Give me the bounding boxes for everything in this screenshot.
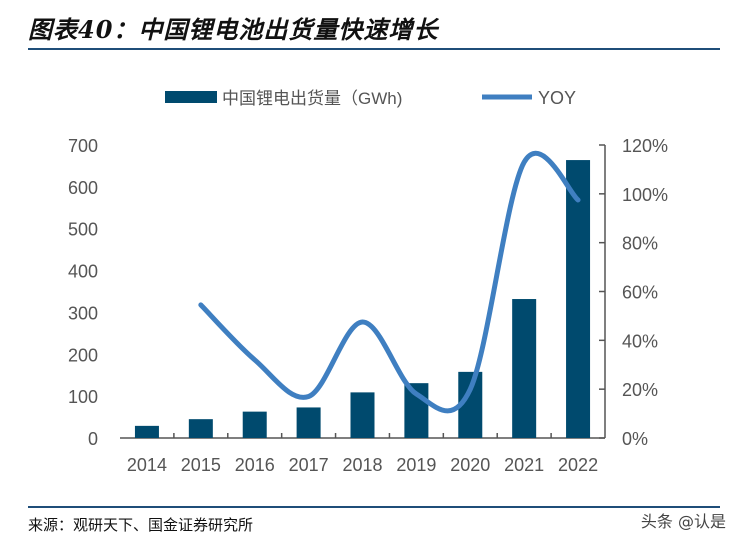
figure-title: 图表40：中国锂电池出货量快速增长 <box>28 15 439 44</box>
bar-2016 <box>242 411 267 438</box>
legend-bar-label: 中国锂电出货量（GWh) <box>222 89 402 108</box>
yoy-line <box>198 150 581 414</box>
left-tick-label: 200 <box>68 345 98 365</box>
x-tick-label: 2015 <box>181 455 221 475</box>
watermark: 头条 @认是 <box>640 512 726 531</box>
x-tick-label: 2014 <box>127 455 167 475</box>
left-tick-label: 600 <box>68 178 98 198</box>
bar-2018 <box>350 392 375 438</box>
chart: 0 100 200 300 400 500 600 700 0% 20% 40% 60% 80% 100%… <box>68 88 668 475</box>
left-tick-label: 0 <box>88 429 98 449</box>
right-tick-label: 120% <box>622 136 668 156</box>
left-tick-label: 400 <box>68 262 98 282</box>
left-tick-label: 100 <box>68 387 98 407</box>
x-tick-label: 2018 <box>342 455 382 475</box>
right-tick-label: 0% <box>622 429 648 449</box>
legend-line-label: YOY <box>538 88 576 108</box>
left-tick-label: 300 <box>68 303 98 323</box>
right-tick-label: 100% <box>622 185 668 205</box>
source-note: 来源：观研天下、国金证券研究所 <box>28 516 254 534</box>
right-tick-label: 80% <box>622 234 658 254</box>
bar-2014 <box>134 425 159 438</box>
x-tick-label: 2020 <box>450 455 490 475</box>
right-tick-label: 20% <box>622 380 658 400</box>
right-tick-label: 60% <box>622 283 658 303</box>
right-tick-label: 40% <box>622 331 658 351</box>
x-tick-label: 2021 <box>504 455 544 475</box>
legend-bar-swatch <box>165 91 217 103</box>
left-tick-label: 500 <box>68 220 98 240</box>
bar-2017 <box>296 407 321 438</box>
x-tick-label: 2017 <box>289 455 329 475</box>
top-rule <box>28 48 720 50</box>
bar-2015 <box>188 419 213 438</box>
bar-2021 <box>512 299 537 438</box>
bar-2022 <box>566 160 591 438</box>
left-tick-label: 700 <box>68 136 98 156</box>
bottom-rule <box>28 506 720 508</box>
x-tick-label: 2019 <box>396 455 436 475</box>
x-tick-label: 2022 <box>558 455 598 475</box>
x-tick-label: 2016 <box>235 455 275 475</box>
